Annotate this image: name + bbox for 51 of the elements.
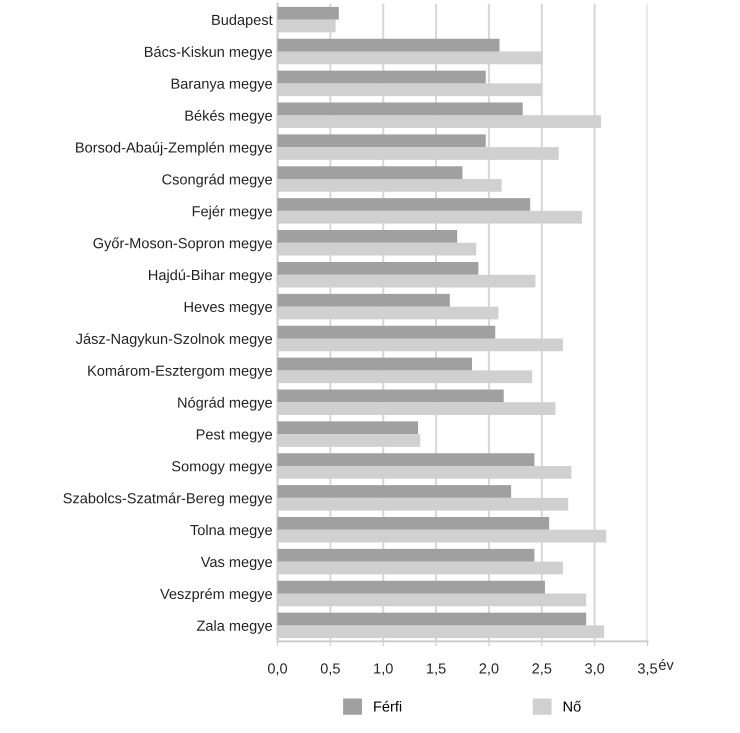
x-tick-label: 3,0 — [585, 663, 604, 676]
bar — [278, 358, 472, 370]
y-tick-label: Fejér megye — [192, 206, 272, 220]
bar — [278, 134, 486, 148]
y-tick-label: Tolna megye — [190, 524, 272, 538]
x-tick-label: 1,0 — [374, 663, 393, 676]
y-tick-label: Vas megye — [200, 556, 272, 570]
x-tick-label: 0,5 — [320, 663, 340, 676]
bar — [278, 6, 339, 20]
x-axis-title: év — [658, 659, 674, 670]
x-tick-label: 2,5 — [532, 663, 552, 676]
bar — [278, 102, 523, 116]
y-tick-label: Csongrád megye — [162, 174, 272, 188]
bar — [278, 294, 450, 307]
bar — [278, 38, 500, 52]
bar — [278, 70, 486, 84]
bar — [278, 198, 530, 211]
bar — [278, 580, 545, 594]
y-tick-label: Bács-Kiskun megye — [144, 46, 272, 60]
y-tick-label: Borsod-Abaúj-Zemplén megye — [76, 142, 272, 156]
y-tick-label: Veszprém megye — [160, 588, 272, 602]
bar — [278, 612, 586, 626]
bar — [278, 262, 478, 275]
bar — [278, 166, 462, 180]
bar — [278, 517, 550, 530]
bar — [278, 230, 458, 243]
bar — [278, 421, 418, 434]
y-tick-label: Budapest — [212, 14, 273, 28]
bar — [278, 389, 504, 402]
y-tick-label: Heves megye — [184, 302, 272, 315]
bar — [278, 326, 496, 338]
bar — [278, 453, 534, 466]
y-tick-label: Békés megye — [185, 110, 272, 124]
x-tick-label: 2,0 — [480, 663, 498, 676]
bar — [278, 485, 512, 498]
y-tick-label: Hajdú-Bihar megye — [149, 269, 272, 284]
x-tick-label: 3,5 — [638, 663, 658, 676]
legend-label: Férfi — [374, 700, 402, 712]
y-tick-label: Somogy megye — [172, 461, 272, 474]
y-tick-label: Győr-Moson-Sopron megye — [93, 237, 272, 252]
y-tick-label: Nógrád megye — [178, 396, 272, 411]
y-tick-label: Komárom-Esztergom megye — [88, 364, 272, 379]
y-tick-label: Szabolcs-Szatmár-Bereg megye — [63, 492, 272, 506]
y-tick-label: Jász-Nagykun-Szolnok megye — [76, 333, 272, 347]
bar — [278, 548, 534, 562]
x-tick-label: 0,0 — [268, 663, 288, 676]
x-tick-label: 1,5 — [427, 663, 446, 676]
y-tick-label: Pest megye — [196, 429, 272, 442]
legend-label: Nő — [564, 700, 581, 712]
y-tick-label: Zala megye — [196, 620, 272, 634]
y-tick-label: Baranya megye — [172, 78, 272, 92]
